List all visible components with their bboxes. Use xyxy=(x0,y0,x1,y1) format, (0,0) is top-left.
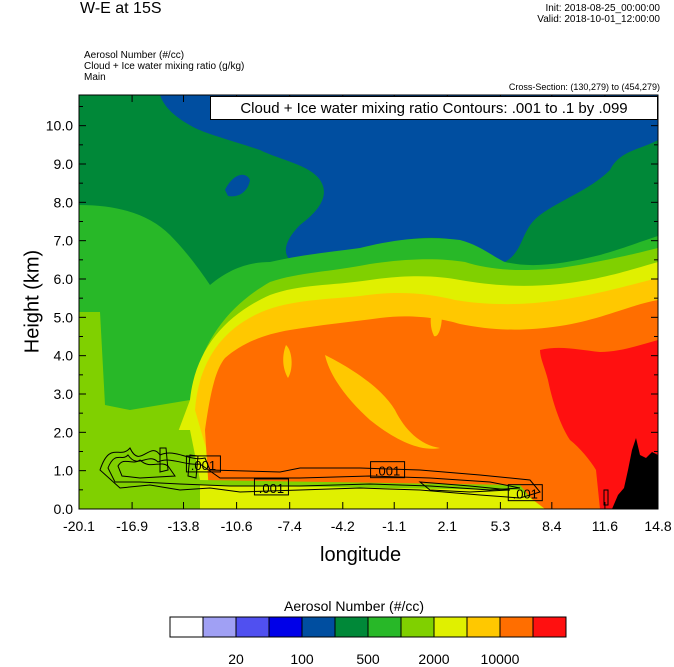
valid-time: Valid: 2018-10-01_12:00:00 xyxy=(537,14,660,25)
field-aerosol: Aerosol Number (#/cc) xyxy=(84,50,185,61)
colorbar-swatch-1 xyxy=(202,616,237,638)
init-valid-info: Init: 2018-08-25_00:00:00 Valid: 2018-10… xyxy=(537,3,660,25)
field-gold-hole-2 xyxy=(325,355,440,449)
heatmap-field xyxy=(79,95,658,509)
y-tick-label-4: 4.0 xyxy=(54,348,74,364)
x-tick-label-8: 5.3 xyxy=(491,518,511,534)
colorbar-label-1: 100 xyxy=(290,651,314,667)
field-cloud-ice: Cloud + Ice water mixing ratio (g/kg) xyxy=(84,61,245,72)
y-tick-label-7: 7.0 xyxy=(54,233,74,249)
x-tick-label-3: -10.6 xyxy=(221,518,253,534)
y-tick-label-8: 8.0 xyxy=(54,194,74,210)
colorbar-swatch-3 xyxy=(268,616,303,638)
field-descriptions: Aerosol Number (#/cc) Cloud + Ice water … xyxy=(84,50,244,83)
x-axis: -20.1 -16.9 -13.8 -10.6 -7.4 -4.2 -1.1 2.1 5.3 8.… xyxy=(63,95,672,534)
field-red xyxy=(540,340,658,509)
y-tick-label-5: 5.0 xyxy=(54,309,74,325)
x-tick-label-1: -16.9 xyxy=(116,518,148,534)
contour-label-box-2 xyxy=(370,461,406,479)
x-tick-label-7: 2.1 xyxy=(438,518,458,534)
colorbar-swatch-8 xyxy=(433,616,468,638)
y-tick-label-10: 10.0 xyxy=(46,118,73,134)
contour-label-1: .001 xyxy=(259,481,284,496)
field-gold-hole-3 xyxy=(430,303,442,337)
contour-label-2: .001 xyxy=(375,464,400,479)
colorbar-swatch-6 xyxy=(367,616,402,638)
contour-label-box-3 xyxy=(507,484,543,502)
y-axis: 0.0 1.0 2.0 3.0 4.0 5.0 6.0 7.0 8.0 9.0 10.0 xyxy=(46,106,658,517)
x-tick-label-4: -7.4 xyxy=(278,518,302,534)
plot-title: W-E at 15S xyxy=(80,0,162,17)
colorbar-swatch-10 xyxy=(499,616,534,638)
x-tick-label-11: 14.8 xyxy=(644,518,671,534)
colorbar-swatch-5 xyxy=(334,616,369,638)
terrain xyxy=(612,438,658,509)
colorbar-label-4: 10000 xyxy=(481,651,520,667)
init-time: Init: 2018-08-25_00:00:00 xyxy=(545,3,660,14)
colorbar: 20 100 500 2000 10000 xyxy=(169,616,567,667)
contour-lines xyxy=(99,447,609,506)
colorbar-label-0: 20 xyxy=(228,651,244,667)
contour-label-3: .001 xyxy=(513,487,538,502)
x-tick-label-5: -4.2 xyxy=(331,518,355,534)
contour-label-0: .001 xyxy=(191,458,216,473)
colorbar-swatch-0 xyxy=(169,616,204,638)
colorbar-label-2: 500 xyxy=(356,651,380,667)
colorbar-swatch-4 xyxy=(301,616,336,638)
y-tick-label-6: 6.0 xyxy=(54,271,74,287)
x-axis-label: longitude xyxy=(320,544,402,566)
y-tick-label-9: 9.0 xyxy=(54,156,74,172)
contour-label-box-0 xyxy=(185,455,221,473)
field-gold-hole-1 xyxy=(283,345,292,378)
contour-labels: .001 .001 .001 .001 xyxy=(185,455,543,502)
x-tick-label-9: 8.4 xyxy=(542,518,562,534)
contour-info-box: Cloud + Ice water mixing ratio Contours:… xyxy=(210,96,658,120)
y-tick-label-3: 3.0 xyxy=(54,386,74,402)
x-tick-label-10: 11.6 xyxy=(592,518,618,534)
field-blue xyxy=(160,95,658,262)
x-tick-label-6: -1.1 xyxy=(382,518,406,534)
y-tick-label-1: 1.0 xyxy=(54,463,74,479)
colorbar-swatch-7 xyxy=(400,616,435,638)
colorbar-swatch-9 xyxy=(466,616,501,638)
cross-section-label: Cross-Section: (130,279) to (454,279) xyxy=(508,82,660,92)
y-axis-label: Height (km) xyxy=(21,249,44,354)
x-tick-label-0: -20.1 xyxy=(63,518,95,534)
y-tick-label-0: 0.0 xyxy=(54,501,74,517)
colorbar-title: Aerosol Number (#/cc) xyxy=(284,598,425,614)
x-tick-label-2: -13.8 xyxy=(168,518,200,534)
colorbar-label-3: 2000 xyxy=(418,651,449,667)
plot-frame xyxy=(78,94,659,510)
field-main: Main xyxy=(84,72,106,83)
y-tick-label-2: 2.0 xyxy=(54,424,74,440)
field-blue-patch xyxy=(225,174,250,197)
colorbar-swatch-11 xyxy=(532,616,567,638)
colorbar-swatch-2 xyxy=(235,616,270,638)
contour-label-box-1 xyxy=(253,478,289,496)
